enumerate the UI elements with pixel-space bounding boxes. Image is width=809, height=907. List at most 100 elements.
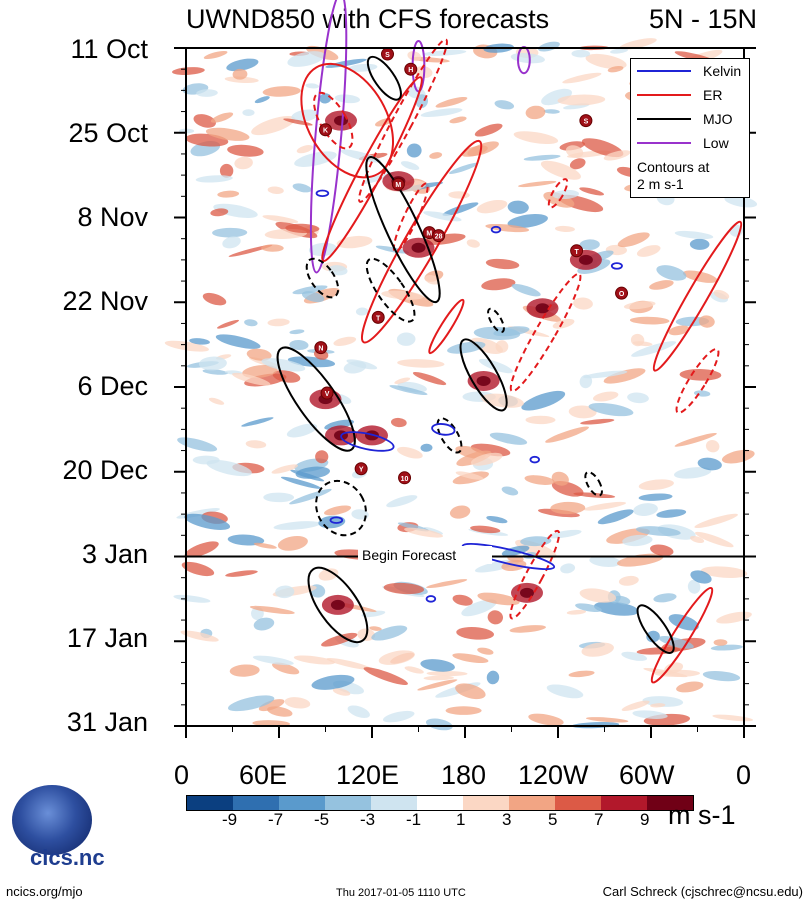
anomaly-cell [477, 592, 520, 606]
anomaly-cell [631, 341, 677, 357]
anomaly-cell [682, 270, 718, 283]
anomaly-cell [509, 625, 546, 633]
anomaly-cell [525, 105, 546, 120]
storm-icon [354, 462, 368, 476]
anomaly-cell [383, 582, 425, 595]
anomaly-cell [206, 459, 252, 477]
anomaly-cell [275, 585, 295, 599]
anomaly-cell [390, 417, 407, 428]
anomaly-cell [318, 568, 339, 581]
anomaly-cell [424, 274, 440, 285]
contour-kelvin [461, 542, 556, 571]
contour-er [358, 38, 448, 203]
storm-marker: K [319, 123, 332, 137]
contour-er [428, 298, 465, 355]
anomaly-cell [172, 67, 205, 75]
anomaly-cell [311, 674, 355, 690]
anomaly-cell [550, 501, 586, 515]
anomaly-cell [271, 464, 299, 474]
anomaly-cell [588, 402, 634, 417]
anomaly-cell [417, 679, 458, 691]
anomaly-cell [541, 88, 573, 106]
anomaly-cell [712, 714, 754, 722]
anomaly-cell [638, 479, 674, 491]
anomaly-cell [396, 332, 416, 346]
anomaly-cell [617, 232, 650, 248]
anomaly-cell [180, 630, 219, 642]
anomaly-cell [635, 526, 681, 536]
legend-label: MJO [703, 111, 733, 127]
colorbar-swatch [601, 796, 647, 810]
anomaly-cell [698, 315, 715, 328]
colorbar-units: m s-1 [668, 800, 736, 830]
anomaly-cell [267, 186, 284, 195]
anomaly-cell [205, 127, 250, 141]
anomaly-cell [552, 318, 575, 329]
anomaly-cell [295, 466, 331, 479]
anomaly-cell [319, 93, 332, 104]
colorbar-swatch [509, 796, 555, 810]
anomaly-cell [621, 651, 648, 661]
anomaly-cell [486, 515, 508, 524]
anomaly-cell [573, 297, 593, 310]
anomaly-cell [173, 594, 211, 603]
anomaly-cell [507, 214, 548, 229]
storm-label: S [584, 119, 589, 126]
anomaly-cell [668, 614, 699, 631]
anomaly-cell [486, 670, 500, 685]
storm-marker: 28 [432, 229, 446, 243]
anomaly-cell [473, 326, 521, 340]
anomaly-cell [293, 655, 336, 665]
y-tick-label: 11 Oct [70, 34, 148, 64]
anomaly-cell [226, 58, 259, 72]
storm-label: N [318, 346, 323, 353]
storm-marker: T [570, 244, 584, 258]
anomaly-cell [690, 570, 712, 584]
anomaly-cell [253, 617, 275, 631]
anomaly-cell [603, 150, 631, 161]
anomaly-cell [449, 505, 471, 519]
anomaly-cell [189, 338, 210, 345]
legend-swatch [637, 94, 691, 96]
anomaly-cell [507, 200, 529, 214]
wave-filter-contours [276, 0, 743, 684]
anomaly-cell [710, 644, 743, 651]
anomaly-cell [386, 495, 418, 508]
anomaly-cell [294, 151, 337, 167]
contour-low [309, 0, 348, 274]
y-tick-label: 25 Oct [68, 118, 148, 148]
anomaly-cell [321, 632, 358, 647]
contour-kelvin [329, 516, 344, 524]
storm-icon [391, 177, 405, 191]
anomaly-cell [607, 65, 624, 73]
x-tick-label: 120W [518, 760, 589, 790]
anomaly-cell [217, 190, 240, 198]
colorbar-label: 5 [548, 810, 558, 829]
anomaly-cell [184, 541, 219, 558]
anomaly-cell [261, 358, 306, 372]
anomaly-cell [581, 642, 614, 657]
anomaly-cell [273, 521, 321, 530]
anomaly-cell [545, 426, 589, 443]
colorbar-swatch [417, 796, 463, 810]
contour-er [321, 76, 423, 262]
anomaly-cell [543, 109, 560, 114]
anomaly-cell [196, 89, 218, 97]
anomaly-cell [227, 144, 264, 157]
anomaly-core [535, 303, 550, 314]
legend-label: ER [703, 87, 723, 103]
contour-mjo [459, 338, 508, 412]
footer-timestamp: Thu 2017-01-05 1110 UTC [336, 887, 466, 899]
footer-author: Carl Schreck (cjschrec@ncsu.edu) [602, 884, 803, 899]
anomaly-cell [716, 611, 752, 624]
anomaly-cell [538, 41, 560, 52]
anomaly-cell [481, 393, 524, 408]
anomaly-cell [455, 445, 486, 459]
anomaly-cell [487, 610, 504, 625]
legend-label: Low [703, 135, 729, 151]
anomaly-cell [579, 187, 604, 196]
anomaly-cell [404, 527, 444, 538]
contour-er [509, 529, 561, 620]
storm-marker: H [404, 62, 418, 76]
legend-swatch [637, 70, 691, 72]
